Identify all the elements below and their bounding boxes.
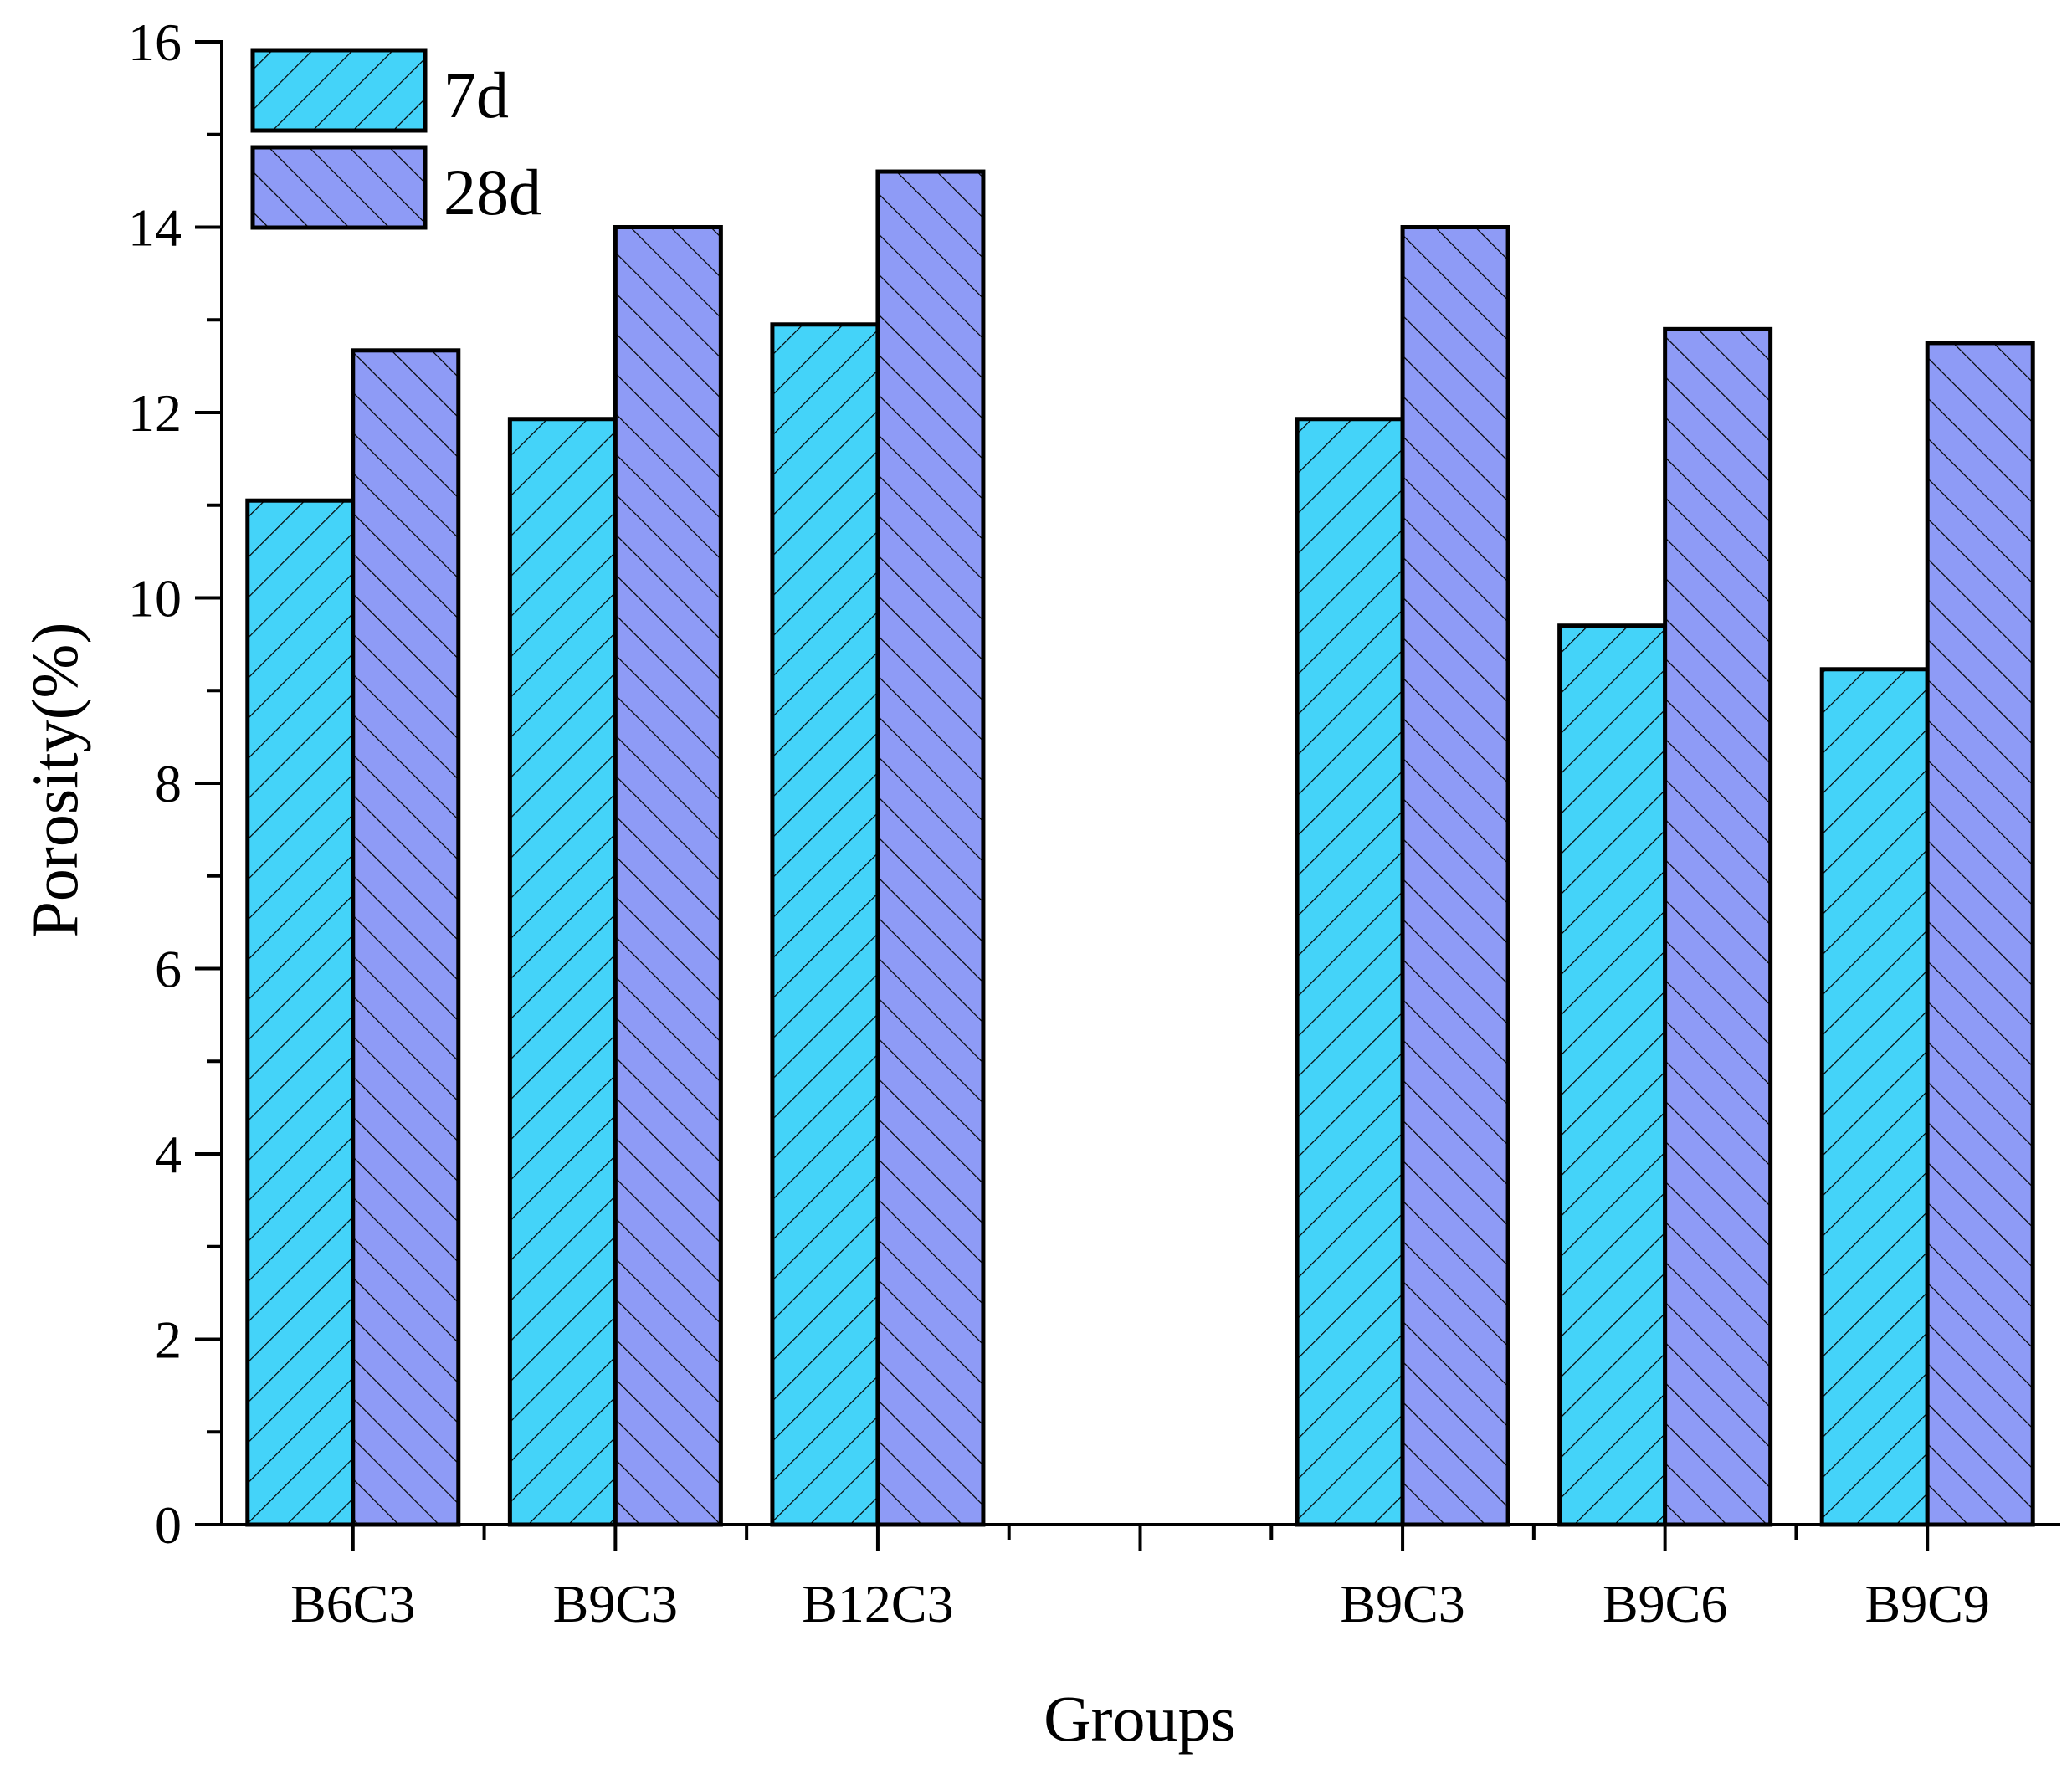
bar-7d-b9c3-1-hatch (507, 417, 618, 1527)
y-tick-label: 12 (128, 383, 182, 443)
legend-label-7d: 7d (444, 59, 509, 131)
bar-7d-b9c6-5-hatch (1557, 623, 1668, 1527)
x-tick-label-b9c6: B9C6 (1603, 1574, 1727, 1633)
y-tick-label: 6 (155, 940, 182, 999)
x-tick-label-b9c9: B9C9 (1865, 1574, 1990, 1633)
y-tick-label: 14 (128, 198, 182, 258)
bar-7d-b9c9-6-hatch (1819, 667, 1930, 1527)
bars-layer (245, 169, 2035, 1527)
x-tick-label-b9c3: B9C3 (1340, 1574, 1464, 1633)
y-tick-label: 10 (128, 569, 182, 628)
bar-7d-b6c3-0-hatch (245, 498, 356, 1527)
y-tick-label: 0 (155, 1495, 182, 1555)
y-tick-label: 4 (155, 1125, 182, 1184)
legend-swatch-7d-hatch (250, 48, 428, 133)
y-tick-label: 2 (155, 1310, 182, 1370)
x-axis-title: Groups (1044, 1682, 1236, 1755)
legend-swatch-28d-hatch (250, 145, 428, 230)
bar-7d-b9c3-4-hatch (1295, 417, 1405, 1527)
bar-28d-b6c3-0-hatch (351, 348, 461, 1527)
x-tick-label-b9c3: B9C3 (553, 1574, 678, 1633)
bar-28d-b9c6-5-hatch (1663, 326, 1773, 1527)
bar-28d-b12c3-2-hatch (875, 169, 986, 1527)
bar-7d-b12c3-2-hatch (770, 322, 880, 1527)
bar-28d-b9c3-1-hatch (613, 225, 723, 1527)
legend: 7d 28d (250, 48, 541, 230)
bar-28d-b9c3-4-hatch (1400, 225, 1510, 1527)
legend-label-28d: 28d (444, 156, 541, 228)
x-tick-label-b6c3: B6C3 (290, 1574, 415, 1633)
y-axis-ticks: 0 2 4 6 8 10 12 14 16 (128, 13, 222, 1555)
y-axis-title: Porosity(%) (18, 623, 91, 938)
x-tick-label-b12c3: B12C3 (802, 1574, 953, 1633)
bar-28d-b9c9-6-hatch (1925, 341, 2035, 1527)
y-tick-label: 8 (155, 754, 182, 813)
y-tick-label: 16 (128, 13, 182, 72)
x-axis-ticks: B6C3 B9C3 B12C3 B9C3 B9C6 B9C9 (290, 1525, 1990, 1633)
